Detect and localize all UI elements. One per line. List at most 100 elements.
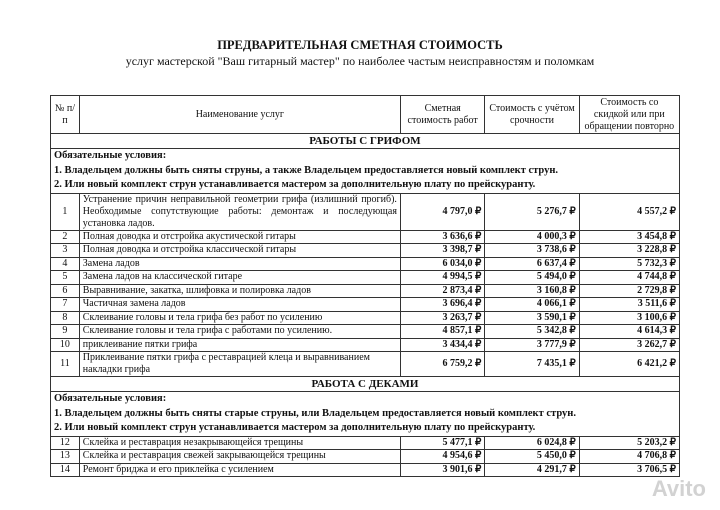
table-row: 12 Склейка и реставрация незакрывающейся…	[50, 435, 681, 450]
service-name: Выравнивание, закатка, шлифовка и полиро…	[78, 283, 401, 298]
discount-price: 3 100,6 ₽	[578, 310, 681, 325]
section-conditions: Обязательные условия: 1. Владельцем должн…	[50, 391, 680, 437]
table-row: 6 Выравнивание, закатка, шлифовка и поли…	[50, 283, 681, 298]
document-title: ПРЕДВАРИТЕЛЬНАЯ СМЕТНАЯ СТОИМОСТЬ	[217, 38, 503, 52]
table-header: № п/п Наименование услуг Сметная стоимос…	[50, 95, 681, 134]
section-conditions: Обязательные условия: 1. Владельцем должн…	[50, 148, 680, 194]
service-name: Частичная замена ладов	[78, 297, 401, 312]
row-number: 6	[50, 283, 80, 298]
urgent-price: 4 000,3 ₽	[484, 229, 580, 244]
row-number: 11	[50, 351, 80, 377]
discount-price: 5 203,2 ₽	[578, 435, 681, 450]
condition-line: Обязательные условия:	[54, 393, 167, 404]
row-number: 7	[50, 297, 80, 312]
service-name: Полная доводка и отстройка классической …	[78, 243, 401, 258]
row-number: 8	[50, 310, 80, 325]
estimate-price: 6 759,2 ₽	[399, 351, 486, 377]
service-name: Приклеивание пятки грифа с реставрацией …	[78, 351, 401, 377]
estimate-price: 3 263,7 ₽	[399, 310, 486, 325]
table-row: 3 Полная доводка и отстройка классическо…	[50, 243, 681, 258]
estimate-price: 4 954,6 ₽	[399, 449, 486, 464]
condition-line: 2. Или новый комплект струн устанавливае…	[54, 179, 536, 190]
condition-line: Обязательные условия:	[54, 150, 167, 161]
discount-price: 5 732,3 ₽	[578, 256, 681, 271]
section-title: РАБОТА С ДЕКАМИ	[50, 376, 680, 392]
estimate-price: 4 994,5 ₽	[399, 270, 486, 285]
service-name: Устранение причин неправильной геометрии…	[78, 192, 401, 231]
discount-price: 4 614,3 ₽	[578, 324, 681, 339]
row-number: 3	[50, 243, 80, 258]
service-name: Склеивание головы и тела грифа с работам…	[78, 324, 401, 339]
urgent-price: 3 590,1 ₽	[484, 310, 580, 325]
table-row: 2 Полная доводка и отстройка акустическо…	[50, 229, 681, 244]
urgent-price: 5 342,8 ₽	[484, 324, 580, 339]
urgent-price: 3 777,9 ₽	[484, 337, 580, 352]
discount-price: 3 706,5 ₽	[578, 462, 681, 477]
discount-price: 3 511,6 ₽	[578, 297, 681, 312]
row-number: 9	[50, 324, 80, 339]
section-header: РАБОТЫ С ГРИФОМ	[50, 133, 680, 149]
table-row: 8 Склеивание головы и тела грифа без раб…	[50, 310, 681, 325]
header-number: № п/п	[50, 95, 80, 134]
urgent-price: 3 160,8 ₽	[484, 283, 580, 298]
table-row: 9 Склеивание головы и тела грифа с работ…	[50, 324, 681, 339]
urgent-price: 5 494,0 ₽	[484, 270, 580, 285]
estimate-price: 3 696,4 ₽	[399, 297, 486, 312]
service-name: Склейка и реставрация незакрывающейся тр…	[78, 435, 401, 450]
discount-price: 6 421,2 ₽	[578, 351, 681, 377]
estimate-price: 2 873,4 ₽	[399, 283, 486, 298]
discount-price: 3 262,7 ₽	[578, 337, 681, 352]
service-name: Ремонт бриджа и его приклейка с усиление…	[78, 462, 401, 477]
service-name: Полная доводка и отстройка акустической …	[78, 229, 401, 244]
urgent-price: 6 637,4 ₽	[484, 256, 580, 271]
estimate-price: 4 797,0 ₽	[399, 192, 486, 231]
table-row: 13 Склейка и реставрация свежей закрываю…	[50, 449, 681, 464]
urgent-price: 5 450,0 ₽	[484, 449, 580, 464]
urgent-price: 4 291,7 ₽	[484, 462, 580, 477]
estimate-price: 3 398,7 ₽	[399, 243, 486, 258]
document-subtitle: услуг мастерской "Ваш гитарный мастер" п…	[125, 54, 595, 68]
discount-price: 4 706,8 ₽	[578, 449, 681, 464]
table-row: 1 Устранение причин неправильной геометр…	[50, 192, 681, 231]
avito-watermark: Avito	[651, 476, 706, 501]
estimate-price: 5 477,1 ₽	[399, 435, 486, 450]
condition-line: 1. Владельцем должны быть сняты старые с…	[54, 407, 576, 419]
estimate-price: 4 857,1 ₽	[399, 324, 486, 339]
row-number: 5	[50, 270, 80, 285]
row-number: 2	[50, 229, 80, 244]
section-title: РАБОТЫ С ГРИФОМ	[50, 133, 680, 149]
row-number: 1	[50, 192, 80, 231]
estimate-price: 3 636,6 ₽	[399, 229, 486, 244]
row-number: 14	[50, 462, 80, 477]
urgent-price: 7 435,1 ₽	[484, 351, 580, 377]
discount-price: 4 744,8 ₽	[578, 270, 681, 285]
estimate-price: 3 434,4 ₽	[399, 337, 486, 352]
discount-price: 3 454,8 ₽	[578, 229, 681, 244]
row-number: 10	[50, 337, 80, 352]
table-row: 14 Ремонт бриджа и его приклейка с усиле…	[50, 462, 681, 477]
estimate-price: 6 034,0 ₽	[399, 256, 486, 271]
header-name: Наименование услуг	[78, 95, 401, 134]
service-name: Замена ладов на классической гитаре	[78, 270, 401, 285]
row-number: 13	[50, 449, 80, 464]
urgent-price: 3 738,6 ₽	[484, 243, 580, 258]
table-row: 10 приклеивание пятки грифа 3 434,4 ₽ 3 …	[50, 337, 681, 352]
table-row: 11 Приклеивание пятки грифа с реставраци…	[50, 351, 681, 377]
service-name: Склейка и реставрация свежей закрывающей…	[78, 449, 401, 464]
table-row: 5 Замена ладов на классической гитаре 4 …	[50, 270, 681, 285]
discount-price: 4 557,2 ₽	[578, 192, 681, 231]
table-row: 7 Частичная замена ладов 3 696,4 ₽ 4 066…	[50, 297, 681, 312]
header-discount: Стоимость со скидкой или при обращении п…	[578, 95, 681, 134]
discount-price: 2 729,8 ₽	[578, 283, 681, 298]
header-estimate: Сметная стоимость работ	[399, 95, 486, 134]
row-number: 4	[50, 256, 80, 271]
section-header: РАБОТА С ДЕКАМИ	[50, 376, 680, 392]
service-name: Склеивание головы и тела грифа без работ…	[78, 310, 401, 325]
service-name: Замена ладов	[78, 256, 401, 271]
service-name: приклеивание пятки грифа	[78, 337, 401, 352]
urgent-price: 4 066,1 ₽	[484, 297, 580, 312]
urgent-price: 6 024,8 ₽	[484, 435, 580, 450]
estimate-price: 3 901,6 ₽	[399, 462, 486, 477]
row-number: 12	[50, 435, 80, 450]
table-row: 4 Замена ладов 6 034,0 ₽ 6 637,4 ₽ 5 732…	[50, 256, 681, 271]
